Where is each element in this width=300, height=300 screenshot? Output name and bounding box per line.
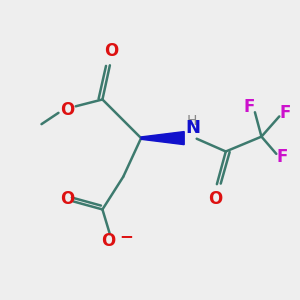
Text: O: O [101, 232, 116, 250]
Text: O: O [208, 190, 223, 208]
Polygon shape [141, 132, 184, 145]
Text: N: N [186, 118, 201, 136]
Text: F: F [244, 98, 255, 116]
Text: O: O [60, 190, 74, 208]
Text: O: O [104, 42, 118, 60]
Text: O: O [60, 101, 74, 119]
Text: F: F [277, 148, 288, 166]
Text: −: − [119, 227, 133, 245]
Text: F: F [280, 104, 291, 122]
Text: H: H [187, 114, 197, 128]
